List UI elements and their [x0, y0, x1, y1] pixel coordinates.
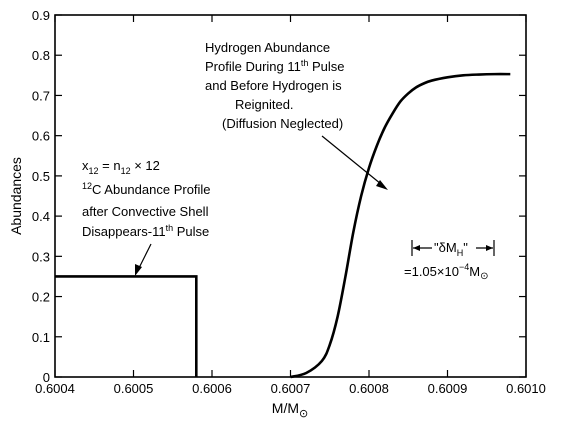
y-tick-label: 0.5 [32, 169, 50, 184]
x-tick-label: 0.6008 [349, 381, 389, 396]
delta-mh-annotation: "δMH" =1.05×10−4M⊙ [404, 240, 495, 282]
y-tick-label: 0 [43, 370, 50, 385]
y-tick-label: 0.2 [32, 290, 50, 305]
x-tick-label: 0.6007 [271, 381, 311, 396]
carbon-label-line-2: after Convective Shell [82, 204, 209, 219]
hydrogen-arrowhead [376, 180, 388, 190]
x-tick-label: 0.6005 [114, 381, 154, 396]
y-tick-label: 0.8 [32, 48, 50, 63]
y-tick-label: 0.1 [32, 330, 50, 345]
delta-left-arrowhead [413, 245, 420, 251]
hydrogen-label-line-1: Hydrogen Abundance [205, 40, 330, 55]
hydrogen-arrow [321, 135, 382, 185]
hydrogen-label-line-5: (Diffusion Neglected) [222, 116, 343, 131]
hydrogen-label-line-3: and Before Hydrogen is [205, 78, 342, 93]
delta-right-arrowhead [486, 245, 493, 251]
y-axis-label: Abundances [8, 157, 24, 235]
y-tick-label: 0.7 [32, 88, 50, 103]
x-tick-label: 0.6009 [428, 381, 468, 396]
y-tick-label: 0.9 [32, 8, 50, 23]
series-layer [55, 72, 511, 379]
plot-frame [54, 14, 527, 378]
y-tick-label: 0.3 [32, 249, 50, 264]
y-tick-label: 0.6 [32, 129, 50, 144]
x-tick-label: 0.6006 [192, 381, 232, 396]
delta-mh-label: "δMH" [434, 240, 468, 258]
hydrogen-label-line-4: Reignited. [235, 97, 294, 112]
hydrogen-abundance-line [290, 72, 511, 379]
carbon-abundance-line [55, 275, 198, 377]
ticks-layer: 0.6004 0.6005 0.6006 0.6007 0.6008 0.6009 0.60… [32, 8, 546, 396]
x-tick-label: 0.6004 [35, 381, 75, 396]
carbon-formula: x12 = n12 × 12 [82, 158, 160, 176]
hydrogen-label-line-2: Profile During 11th Pulse [205, 58, 345, 74]
carbon-annotation: x12 = n12 × 12 12C Abundance Profile aft… [82, 158, 211, 276]
y-tick-label: 0.4 [32, 209, 50, 224]
x-tick-label: 0.6010 [506, 381, 546, 396]
hydrogen-annotation: Hydrogen Abundance Profile During 11th P… [205, 40, 388, 190]
x-axis-label: M/M⊙ [272, 400, 308, 420]
carbon-label-line-3: Disappears-11th Pulse [82, 223, 209, 239]
delta-mh-value: =1.05×10−4M⊙ [404, 262, 488, 282]
carbon-arrowhead [135, 264, 142, 276]
carbon-arrow [138, 243, 152, 269]
carbon-label-line-1: 12C Abundance Profile [82, 181, 211, 197]
